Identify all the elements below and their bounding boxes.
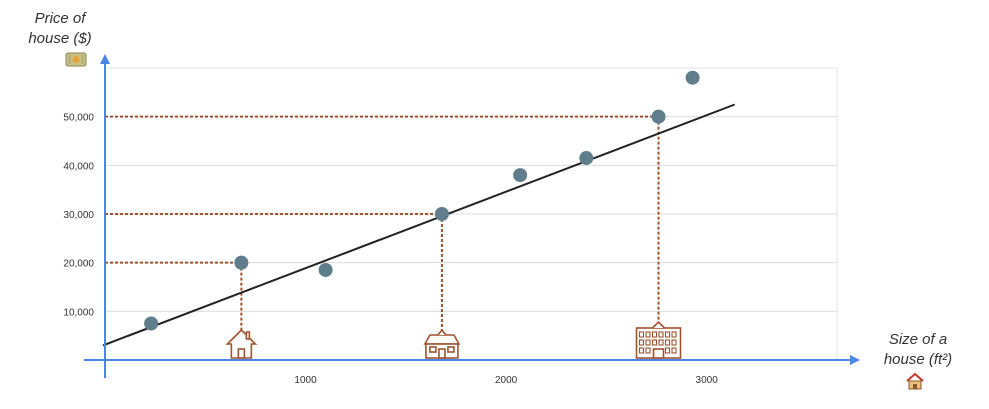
x-tick-label: 3000 xyxy=(696,375,719,386)
y-tick-label: 30,000 xyxy=(63,210,94,221)
guide-lines xyxy=(105,115,660,338)
medium-house-icon xyxy=(423,328,461,359)
money-icon xyxy=(65,52,87,67)
y-tick-label: 20,000 xyxy=(63,259,94,270)
house-icons xyxy=(225,320,682,359)
small-house-icon xyxy=(225,328,258,359)
tick-labels: 10,000 20,000 30,000 40,000 50,000 1000 2000 30… xyxy=(63,113,718,386)
y-axis-title-line-1: Price of xyxy=(35,10,88,27)
large-building-icon xyxy=(635,320,682,359)
data-point xyxy=(513,168,528,183)
x-tick-label: 1000 xyxy=(294,375,317,386)
data-point xyxy=(651,109,666,124)
data-point xyxy=(434,207,449,221)
house-icon xyxy=(906,372,924,390)
axes xyxy=(84,54,860,378)
data-point xyxy=(579,151,594,166)
grid-lines xyxy=(105,116,837,312)
x-axis-title-line-2: house (ft²) xyxy=(884,351,952,368)
data-point xyxy=(234,255,249,270)
data-point xyxy=(685,70,700,85)
y-tick-label: 40,000 xyxy=(63,161,94,172)
y-tick-label: 50,000 xyxy=(63,113,94,124)
x-axis-title-line-1: Size of a xyxy=(889,331,947,348)
x-tick-label: 2000 xyxy=(495,375,518,386)
y-tick-label: 10,000 xyxy=(63,307,94,318)
y-axis-title-line-2: house ($) xyxy=(28,30,91,47)
data-point xyxy=(144,316,159,331)
trend-line xyxy=(102,103,736,347)
data-point xyxy=(318,262,333,277)
data-points xyxy=(144,70,700,331)
trend-line-group xyxy=(102,103,736,347)
